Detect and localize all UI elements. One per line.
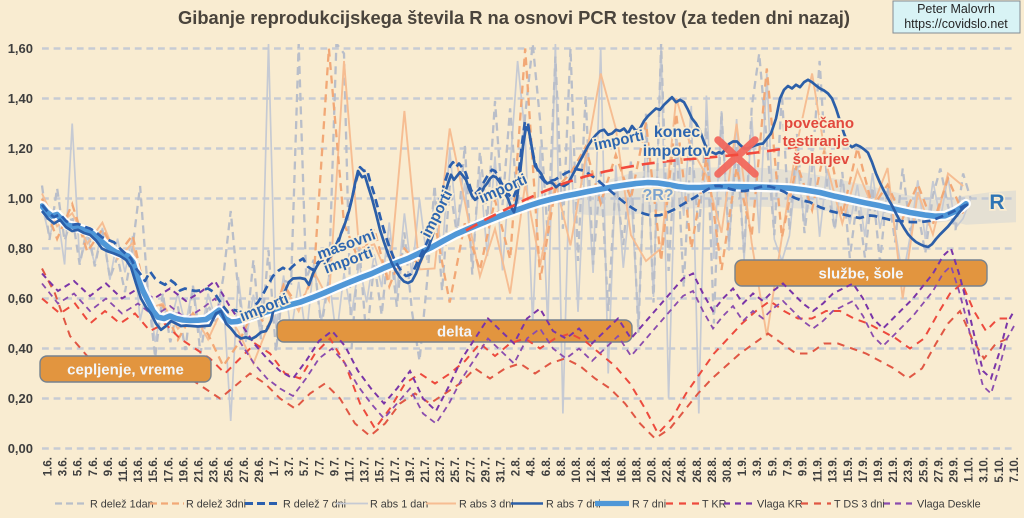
svg-text:19.6.: 19.6. — [178, 457, 190, 483]
svg-text:27.6.: 27.6. — [239, 457, 251, 483]
svg-text:15.6.: 15.6. — [148, 457, 160, 483]
svg-text:R delež 1dan: R delež 1dan — [90, 499, 154, 511]
svg-text:2.8.: 2.8. — [511, 457, 523, 476]
svg-text:21.6.: 21.6. — [194, 457, 206, 483]
svg-text:18.8.: 18.8. — [631, 457, 643, 483]
svg-text:3.10.: 3.10. — [979, 457, 991, 483]
svg-text:5.9.: 5.9. — [767, 457, 779, 476]
svg-text:R abs 1 dan: R abs 1 dan — [370, 499, 428, 511]
svg-text:1,40: 1,40 — [8, 91, 33, 106]
svg-text:7.10.: 7.10. — [1009, 457, 1021, 483]
svg-text:Peter Malovrh: Peter Malovrh — [917, 2, 995, 16]
svg-text:delta: delta — [437, 323, 473, 340]
svg-text:10.8.: 10.8. — [571, 457, 583, 483]
svg-text:14.8.: 14.8. — [601, 457, 613, 483]
svg-text:11.9.: 11.9. — [813, 457, 825, 482]
svg-text:25.9.: 25.9. — [918, 457, 930, 483]
svg-text:1,20: 1,20 — [8, 141, 33, 156]
svg-text:15.9.: 15.9. — [843, 457, 855, 483]
svg-text:27.9.: 27.9. — [933, 457, 945, 483]
svg-text:0,80: 0,80 — [8, 241, 33, 256]
svg-text:17.9.: 17.9. — [858, 457, 870, 483]
svg-text:Vlaga KR: Vlaga KR — [757, 499, 803, 511]
svg-text:7.9.: 7.9. — [782, 457, 794, 476]
svg-text:5.7.: 5.7. — [299, 457, 311, 476]
svg-text:21.9.: 21.9. — [888, 457, 900, 483]
svg-text:19.9.: 19.9. — [873, 457, 885, 483]
svg-text:9.7.: 9.7. — [329, 457, 341, 476]
svg-text:29.6.: 29.6. — [254, 457, 266, 483]
svg-text:R delež 7 dni: R delež 7 dni — [283, 499, 346, 511]
svg-text:30.8.: 30.8. — [722, 457, 734, 483]
svg-text:službe, šole: službe, šole — [818, 265, 903, 282]
svg-text:1.10.: 1.10. — [964, 457, 976, 483]
svg-text:25.6.: 25.6. — [224, 457, 236, 483]
svg-text:3.6.: 3.6. — [58, 457, 70, 476]
svg-text:13.7.: 13.7. — [360, 457, 372, 483]
svg-text:1.7.: 1.7. — [269, 457, 281, 476]
svg-text:testiranje: testiranje — [783, 133, 850, 150]
svg-text:8.8.: 8.8. — [556, 457, 568, 476]
svg-text:24.8.: 24.8. — [677, 457, 689, 483]
svg-text:5.6.: 5.6. — [73, 457, 85, 476]
svg-text:4.8.: 4.8. — [526, 457, 538, 476]
svg-text:13.9.: 13.9. — [828, 457, 840, 483]
svg-text:21.7.: 21.7. — [420, 457, 432, 483]
svg-text:9.9.: 9.9. — [798, 457, 810, 476]
svg-text:povečano: povečano — [784, 115, 854, 132]
svg-text:15.7.: 15.7. — [375, 457, 387, 483]
svg-text:19.7.: 19.7. — [405, 457, 417, 483]
svg-text:R: R — [989, 191, 1004, 214]
svg-text:31.7.: 31.7. — [496, 457, 508, 483]
svg-text:29.9.: 29.9. — [949, 457, 961, 483]
svg-text:16.8.: 16.8. — [616, 457, 628, 483]
svg-text:R abs 3 dni: R abs 3 dni — [459, 499, 514, 511]
svg-text:26.8.: 26.8. — [692, 457, 704, 483]
svg-text:0,20: 0,20 — [8, 391, 33, 406]
svg-text:23.6.: 23.6. — [209, 457, 221, 483]
svg-text:0,40: 0,40 — [8, 341, 33, 356]
svg-text:23.9.: 23.9. — [903, 457, 915, 483]
svg-text:6.8.: 6.8. — [541, 457, 553, 476]
svg-text:13.6.: 13.6. — [133, 457, 145, 483]
svg-text:3.9.: 3.9. — [752, 457, 764, 476]
svg-text:R abs 7 dni: R abs 7 dni — [546, 499, 601, 511]
svg-text:https://covidslo.net: https://covidslo.net — [904, 17, 1008, 31]
svg-text:9.6.: 9.6. — [103, 457, 115, 476]
svg-text:1,60: 1,60 — [8, 41, 33, 56]
svg-text:R 7 dni: R 7 dni — [632, 499, 666, 511]
svg-text:27.7.: 27.7. — [465, 457, 477, 483]
svg-text:25.7.: 25.7. — [450, 457, 462, 483]
svg-text:Gibanje reprodukcijskega števi: Gibanje reprodukcijskega števila R na os… — [178, 8, 850, 28]
svg-text:1,00: 1,00 — [8, 191, 33, 206]
svg-text:R delež 3dni: R delež 3dni — [186, 499, 246, 511]
svg-text:1.6.: 1.6. — [43, 457, 55, 476]
svg-text:T DS 3 dni: T DS 3 dni — [834, 499, 885, 511]
svg-text:11.7.: 11.7. — [345, 457, 357, 482]
svg-text:20.8.: 20.8. — [647, 457, 659, 483]
svg-text:12.8.: 12.8. — [586, 457, 598, 483]
svg-text:5.10.: 5.10. — [994, 457, 1006, 483]
svg-text:17.7.: 17.7. — [390, 457, 402, 483]
svg-text:1.9.: 1.9. — [737, 457, 749, 476]
svg-text:cepljenje, vreme: cepljenje, vreme — [67, 361, 184, 378]
svg-text:šolarjev: šolarjev — [793, 151, 850, 168]
svg-text:konec: konec — [654, 124, 700, 141]
svg-text:?R?: ?R? — [642, 187, 673, 204]
svg-text:7.6.: 7.6. — [88, 457, 100, 476]
svg-text:29.7.: 29.7. — [480, 457, 492, 483]
svg-text:T KR: T KR — [702, 499, 727, 511]
svg-text:22.8.: 22.8. — [662, 457, 674, 483]
svg-text:0,00: 0,00 — [8, 441, 33, 456]
svg-text:0,60: 0,60 — [8, 291, 33, 306]
svg-text:3.7.: 3.7. — [284, 457, 296, 476]
svg-text:28.8.: 28.8. — [707, 457, 719, 483]
svg-text:7.7.: 7.7. — [314, 457, 326, 476]
svg-text:Vlaga Deskle: Vlaga Deskle — [917, 499, 981, 511]
svg-text:11.6.: 11.6. — [118, 457, 130, 482]
svg-text:17.6.: 17.6. — [163, 457, 175, 483]
svg-text:23.7.: 23.7. — [435, 457, 447, 483]
svg-text:importov: importov — [643, 143, 712, 160]
